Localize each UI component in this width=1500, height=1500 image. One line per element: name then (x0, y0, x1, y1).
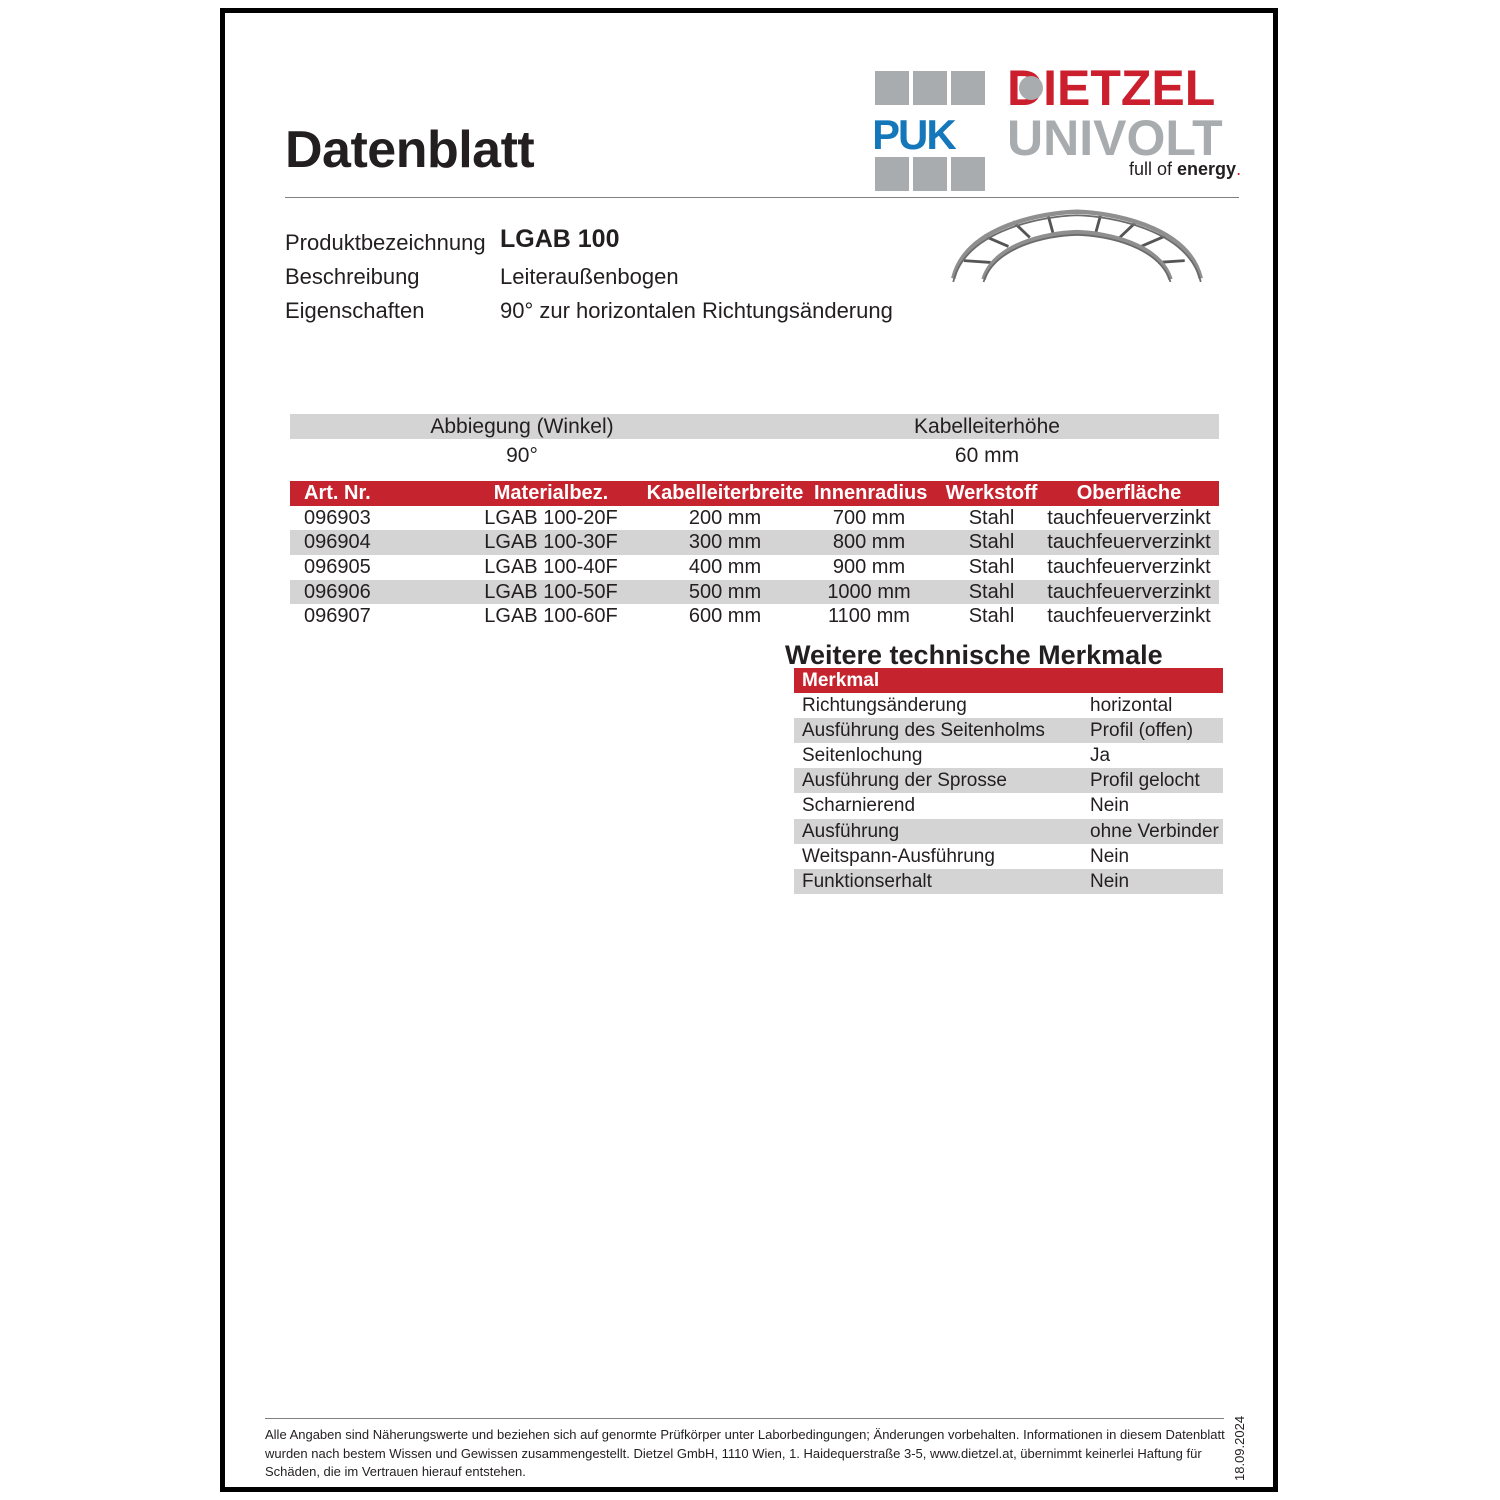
svg-text:full of energy.: full of energy. (1129, 159, 1241, 179)
svg-text:UNIVOLT: UNIVOLT (1007, 110, 1223, 166)
svg-text:PUK: PUK (875, 111, 956, 158)
